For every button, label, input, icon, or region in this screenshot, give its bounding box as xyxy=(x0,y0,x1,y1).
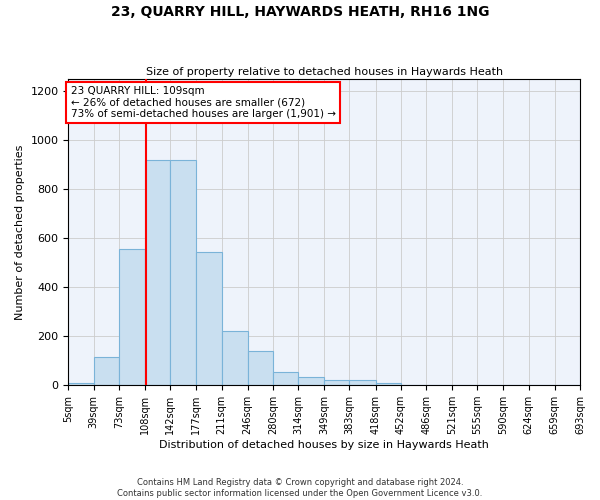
Text: Contains HM Land Registry data © Crown copyright and database right 2024.
Contai: Contains HM Land Registry data © Crown c… xyxy=(118,478,482,498)
Bar xyxy=(298,376,324,385)
Bar xyxy=(196,252,221,385)
Bar xyxy=(376,383,401,385)
Y-axis label: Number of detached properties: Number of detached properties xyxy=(15,144,25,320)
Title: Size of property relative to detached houses in Haywards Heath: Size of property relative to detached ho… xyxy=(146,66,503,76)
Bar xyxy=(68,383,94,385)
Bar xyxy=(273,372,298,385)
Text: 23 QUARRY HILL: 109sqm
← 26% of detached houses are smaller (672)
73% of semi-de: 23 QUARRY HILL: 109sqm ← 26% of detached… xyxy=(71,86,335,119)
Bar xyxy=(248,351,273,385)
Bar xyxy=(221,332,248,385)
Bar xyxy=(119,249,145,385)
Bar xyxy=(145,160,170,385)
Bar xyxy=(170,160,196,385)
Bar xyxy=(324,380,349,385)
Bar xyxy=(349,380,376,385)
Text: 23, QUARRY HILL, HAYWARDS HEATH, RH16 1NG: 23, QUARRY HILL, HAYWARDS HEATH, RH16 1N… xyxy=(111,5,489,19)
X-axis label: Distribution of detached houses by size in Haywards Heath: Distribution of detached houses by size … xyxy=(159,440,489,450)
Bar xyxy=(94,357,119,385)
